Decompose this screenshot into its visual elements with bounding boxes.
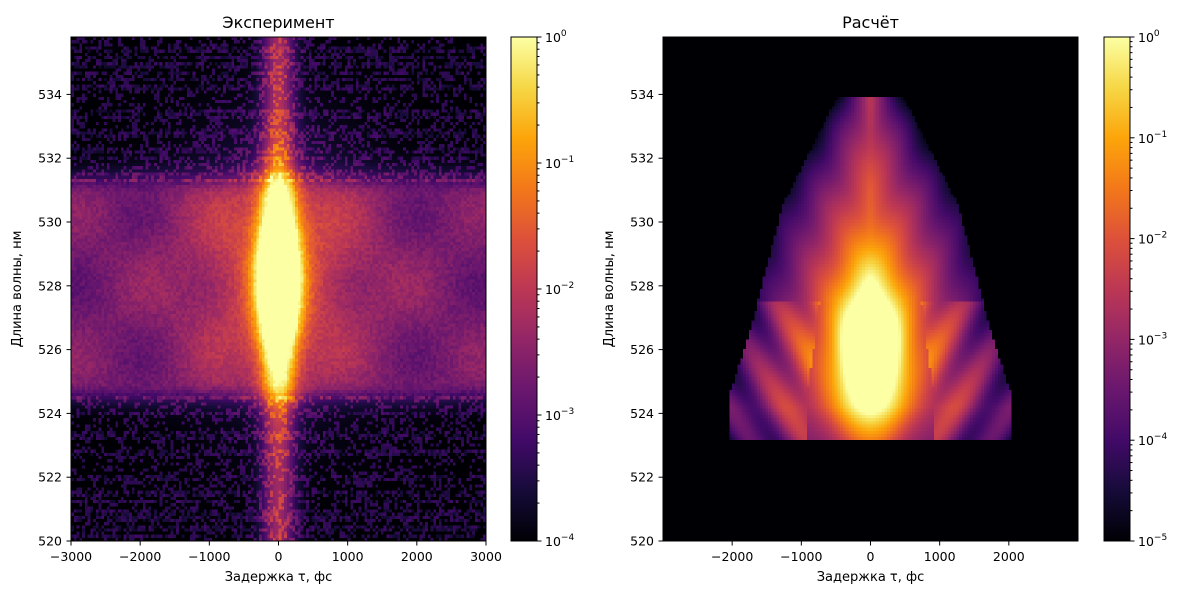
colorbar-tick-label-0: 10−1: [545, 155, 574, 171]
x-tick-label-1: 1000: [924, 549, 956, 564]
y-tick-label-0: 522: [38, 470, 62, 485]
y-tick-label-0: 530: [38, 215, 62, 230]
colorbar-tick-label-0: 10−4: [545, 533, 574, 549]
colorbar-tick-label-1: 10−3: [1138, 331, 1167, 347]
x-tick-label-0: −2000: [119, 549, 161, 564]
colorbar-tick-label-1: 10−4: [1138, 432, 1167, 448]
y-tick-label-1: 534: [630, 87, 654, 102]
y-tick-label-0: 524: [38, 406, 62, 421]
x-tick-label-1: −1000: [780, 549, 822, 564]
y-tick-label-0: 532: [38, 151, 62, 166]
y-axis-label-1: Длина волны, нм: [602, 231, 617, 348]
heatmap-image-0: [71, 37, 486, 541]
x-tick-label-0: −3000: [50, 549, 92, 564]
colorbar-tick-label-0: 10−2: [545, 281, 574, 297]
y-tick-label-1: 522: [630, 470, 654, 485]
colorbar-tick-label-0: 10−3: [545, 407, 574, 423]
colorbar-tick-label-1: 100: [1138, 29, 1160, 45]
x-tick-label-1: −2000: [711, 549, 753, 564]
x-tick-label-1: 0: [867, 549, 875, 564]
x-tick-label-0: 3000: [470, 549, 502, 564]
y-axis-label-0: Длина волны, нм: [10, 231, 25, 348]
x-tick-label-0: 0: [275, 549, 283, 564]
colorbar-tick-label-0: 100: [545, 29, 567, 45]
colorbar-1: [1103, 36, 1131, 542]
y-tick-label-1: 524: [630, 406, 654, 421]
x-tick-label-0: −1000: [188, 549, 230, 564]
x-axis-label-0: Задержка τ, фс: [225, 570, 333, 585]
heatmap-image-1: [663, 37, 1078, 541]
y-tick-label-0: 534: [38, 87, 62, 102]
y-tick-label-1: 520: [630, 534, 654, 549]
colorbar-tick-label-1: 10−5: [1138, 533, 1167, 549]
chart-title-1: Расчёт: [842, 13, 899, 32]
x-axis-label-1: Задержка τ, фс: [817, 570, 925, 585]
chart-title-0: Эксперимент: [222, 13, 334, 32]
y-tick-label-0: 528: [38, 278, 62, 293]
y-tick-label-1: 528: [630, 278, 654, 293]
x-tick-label-1: 2000: [993, 549, 1025, 564]
x-tick-label-0: 2000: [401, 549, 433, 564]
colorbar-tick-label-1: 10−2: [1138, 231, 1167, 247]
y-tick-label-1: 526: [630, 342, 654, 357]
y-tick-label-0: 520: [38, 534, 62, 549]
y-tick-label-1: 530: [630, 215, 654, 230]
colorbar-tick-label-1: 10−1: [1138, 130, 1167, 146]
y-tick-label-0: 526: [38, 342, 62, 357]
x-tick-label-0: 1000: [332, 549, 364, 564]
y-tick-label-1: 532: [630, 151, 654, 166]
colorbar-0: [510, 36, 538, 542]
